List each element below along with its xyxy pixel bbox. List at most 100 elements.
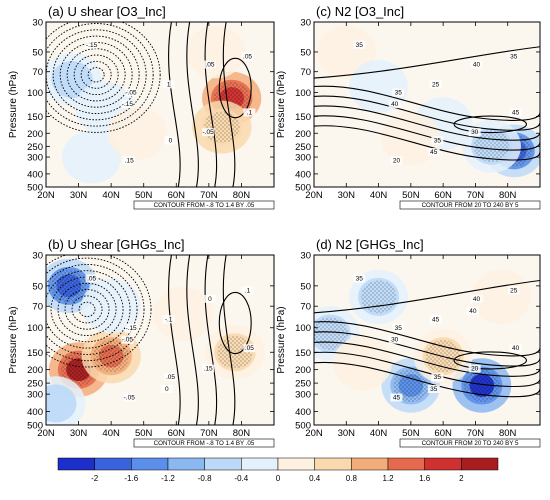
contour-label-bg [468, 128, 481, 137]
y-tick-label: 500 [295, 421, 311, 432]
y-tick-label: 50 [300, 47, 311, 58]
y-tick-label: 300 [295, 153, 311, 164]
shading-layer [314, 269, 531, 413]
contour-info-text: CONTOUR FROM -.8 TO 1.4 BY .05 [154, 202, 255, 209]
contour-label-bg [429, 80, 442, 89]
contour-label: 40 [512, 345, 520, 352]
contour-layer [46, 22, 252, 187]
contour-label: 25 [432, 81, 440, 88]
panel-title: (b) U shear [GHGs_Inc] [48, 237, 185, 252]
y-tick-label: 400 [295, 407, 311, 418]
y-tick-label: 200 [295, 129, 311, 140]
contour-label-bg [241, 52, 254, 61]
contour-label-bg [121, 335, 134, 344]
contour-line-1 [314, 95, 540, 131]
contour-label-bg [125, 88, 138, 97]
x-tick-label: 50N [402, 428, 420, 439]
x-tick-label: 30N [338, 190, 356, 201]
contour-pos-1 [186, 22, 199, 187]
contour-labels: 35 35 35 40 45 20 25 30 35 40 45 [353, 40, 522, 165]
contour-label-bg [388, 100, 401, 109]
contour-label: 45 [430, 149, 438, 156]
contour-label: 0 [208, 296, 212, 303]
plot-frame [45, 254, 275, 426]
contour-info-text: CONTOUR FROM 20 TO 240 BY 5 [422, 202, 519, 209]
contour-label: -.15 [122, 101, 134, 108]
contour-label-bg [509, 108, 522, 117]
colorbar-swatch [387, 457, 425, 471]
contour-label-bg [353, 40, 366, 49]
plot-frame [313, 21, 541, 188]
contour-label: 20 [471, 366, 479, 373]
shading-blob-5 [153, 287, 213, 342]
contour-label-bg [125, 323, 138, 332]
colorbar-tick-label: -0.4 [234, 474, 248, 483]
contour-line-0 [314, 85, 540, 121]
panel-title: (a) U shear [O3_Inc] [48, 4, 166, 19]
contour-label-bg [431, 373, 444, 382]
colorbar-tick-label: -1.6 [124, 474, 138, 483]
contour-label-bg [392, 323, 405, 332]
shading-blob-6 [471, 269, 531, 325]
contour-label: 35 [356, 276, 364, 283]
y-tick-label: 200 [27, 129, 43, 140]
contour-neg-1 [80, 60, 112, 89]
contour-neg-1 [71, 295, 103, 324]
contour-info-text: CONTOUR FROM 20 TO 240 BY 5 [422, 440, 519, 447]
contour-label: -.05 [124, 395, 136, 402]
y-tick-label: 30 [32, 18, 43, 29]
contour-label-bg [160, 385, 173, 393]
stipple-3 [360, 280, 397, 314]
contour-layer [314, 46, 540, 161]
x-tick-label: 60N [434, 428, 452, 439]
x-tick-label: 30N [338, 428, 356, 439]
contour-label: -.1 [165, 316, 173, 323]
contour-label: -.05 [203, 129, 215, 136]
y-tick-label: 200 [27, 365, 43, 376]
contour-label: 45 [512, 109, 520, 116]
y-tick-label: 150 [27, 112, 43, 123]
x-tick-label: 40N [370, 428, 388, 439]
contour-label: -.15 [86, 42, 98, 49]
contour-label-bg [470, 294, 483, 303]
contour-labels: 35 35 35 40 40 45 45 20 25 30 35 40 [353, 274, 522, 402]
contour-line-4 [314, 125, 540, 161]
x-tick-label: 30N [70, 428, 88, 439]
x-tick-label: 70N [200, 190, 218, 201]
colorbar-tick-label: 0.8 [346, 474, 358, 483]
contour-info-box [399, 200, 541, 210]
plot-frame [313, 254, 541, 426]
colorbar-tick-label: 0.4 [309, 474, 321, 483]
contour-neg-2 [73, 54, 119, 96]
x-tick-label: 70N [200, 428, 218, 439]
y-tick-label: 250 [295, 142, 311, 153]
y-tick-label: 300 [27, 390, 43, 401]
y-tick-label: 300 [27, 153, 43, 164]
y-tick-label: 100 [295, 88, 311, 99]
contour-neg-6 [46, 29, 147, 121]
shading-blob-5 [61, 130, 122, 184]
y-tick-label: 70 [300, 67, 311, 78]
contour-label: 25 [510, 287, 518, 294]
x-tick-label: 50N [135, 428, 153, 439]
contour-label-bg [202, 128, 215, 137]
x-tick-label: 80N [499, 428, 517, 439]
x-tick-label: 50N [402, 190, 420, 201]
contour-closed [218, 291, 252, 355]
y-tick-label: 100 [295, 323, 311, 334]
contour-label-bg [243, 108, 256, 117]
contour-label: 20 [393, 157, 401, 164]
y-tick-label: 200 [295, 365, 311, 376]
contour-neg-0 [78, 301, 96, 318]
panel-c: 35 35 35 40 45 20 25 30 35 40 45 20N 30N 40N 50N 60N 70N… [276, 4, 541, 210]
y-tick-label: 400 [27, 407, 43, 418]
contour-pos-3 [222, 22, 236, 187]
contour-line-upper [314, 279, 540, 314]
contour-label-bg [429, 315, 442, 324]
x-tick-label: 40N [102, 190, 120, 201]
contour-label: .1 [245, 287, 251, 294]
contour-label: 1 [167, 81, 171, 88]
contour-neg-8 [46, 255, 152, 368]
x-tick-label: 70N [467, 428, 485, 439]
panel-a: -.15 -.05 0 .05 .1 .15 1 -.05 .05 -.15 20N 30N 40N 50… [8, 4, 275, 210]
